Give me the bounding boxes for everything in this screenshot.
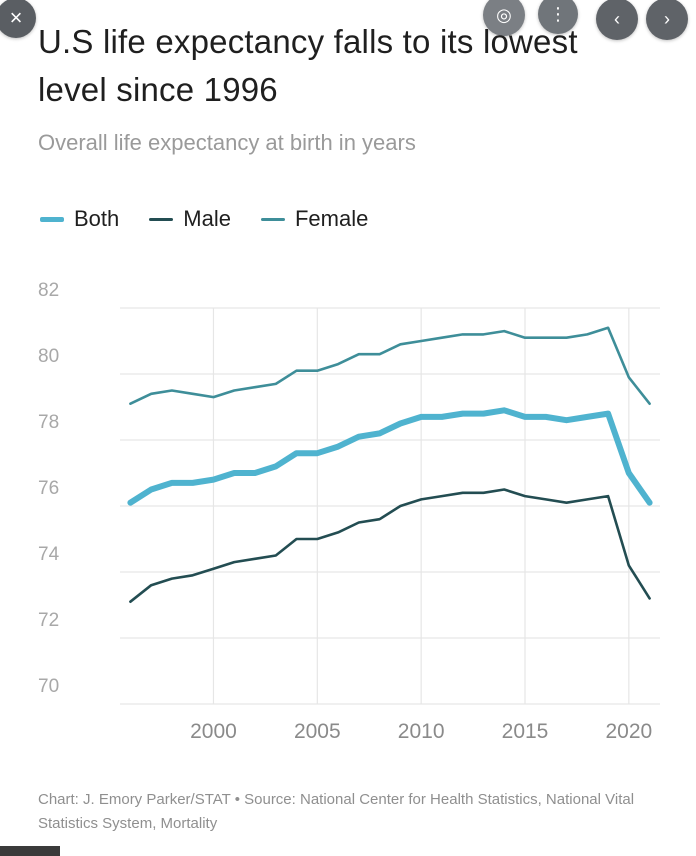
series-line-both [127, 407, 653, 506]
series-line-male [129, 488, 651, 604]
y-tick-label: 82 [38, 280, 59, 301]
status-strip [0, 846, 60, 856]
legend-item-male: Male [149, 206, 231, 232]
y-tick-label: 78 [38, 412, 59, 433]
y-tick-label: 72 [38, 610, 59, 631]
close-icon[interactable]: × [0, 0, 36, 38]
x-tick-label: 2010 [398, 720, 445, 743]
x-tick-label: 2015 [502, 720, 549, 743]
series-lines [127, 326, 653, 604]
series-line-female [129, 326, 651, 406]
x-axis-ticks: 2000 2005 2010 2015 2020 [190, 720, 652, 743]
x-tick-label: 2000 [190, 720, 237, 743]
legend-label-male: Male [183, 206, 231, 231]
legend-swatch-both [40, 216, 64, 222]
previous-image-icon[interactable]: ‹ [596, 0, 638, 40]
legend-item-female: Female [260, 206, 369, 232]
legend-swatch-male [149, 217, 174, 221]
y-tick-label: 80 [38, 346, 59, 367]
y-axis-ticks: 82 80 78 76 74 72 70 [38, 280, 60, 697]
chart-source-note: Chart: J. Emory Parker/STAT • Source: Na… [38, 791, 635, 832]
x-tick-label: 2020 [605, 720, 652, 743]
legend-label-both: Both [74, 206, 120, 231]
next-image-icon[interactable]: › [646, 0, 688, 40]
grid-lines [120, 307, 660, 705]
x-tick-label: 2005 [294, 720, 341, 743]
legend-label-female: Female [294, 206, 369, 231]
more-options-icon[interactable]: ⋮ [538, 0, 578, 34]
y-tick-label: 70 [38, 676, 59, 697]
chart-title: U.S life expectancy falls to its lowest … [38, 23, 578, 108]
legend-swatch-female [260, 217, 285, 221]
y-tick-label: 74 [38, 544, 60, 565]
chart-subtitle: Overall life expectancy at birth in year… [38, 130, 416, 155]
chart-legend: Both Male Female [40, 206, 398, 232]
y-tick-label: 76 [38, 478, 59, 499]
lens-search-icon[interactable]: ◎ [483, 0, 525, 36]
legend-item-both: Both [40, 206, 119, 232]
